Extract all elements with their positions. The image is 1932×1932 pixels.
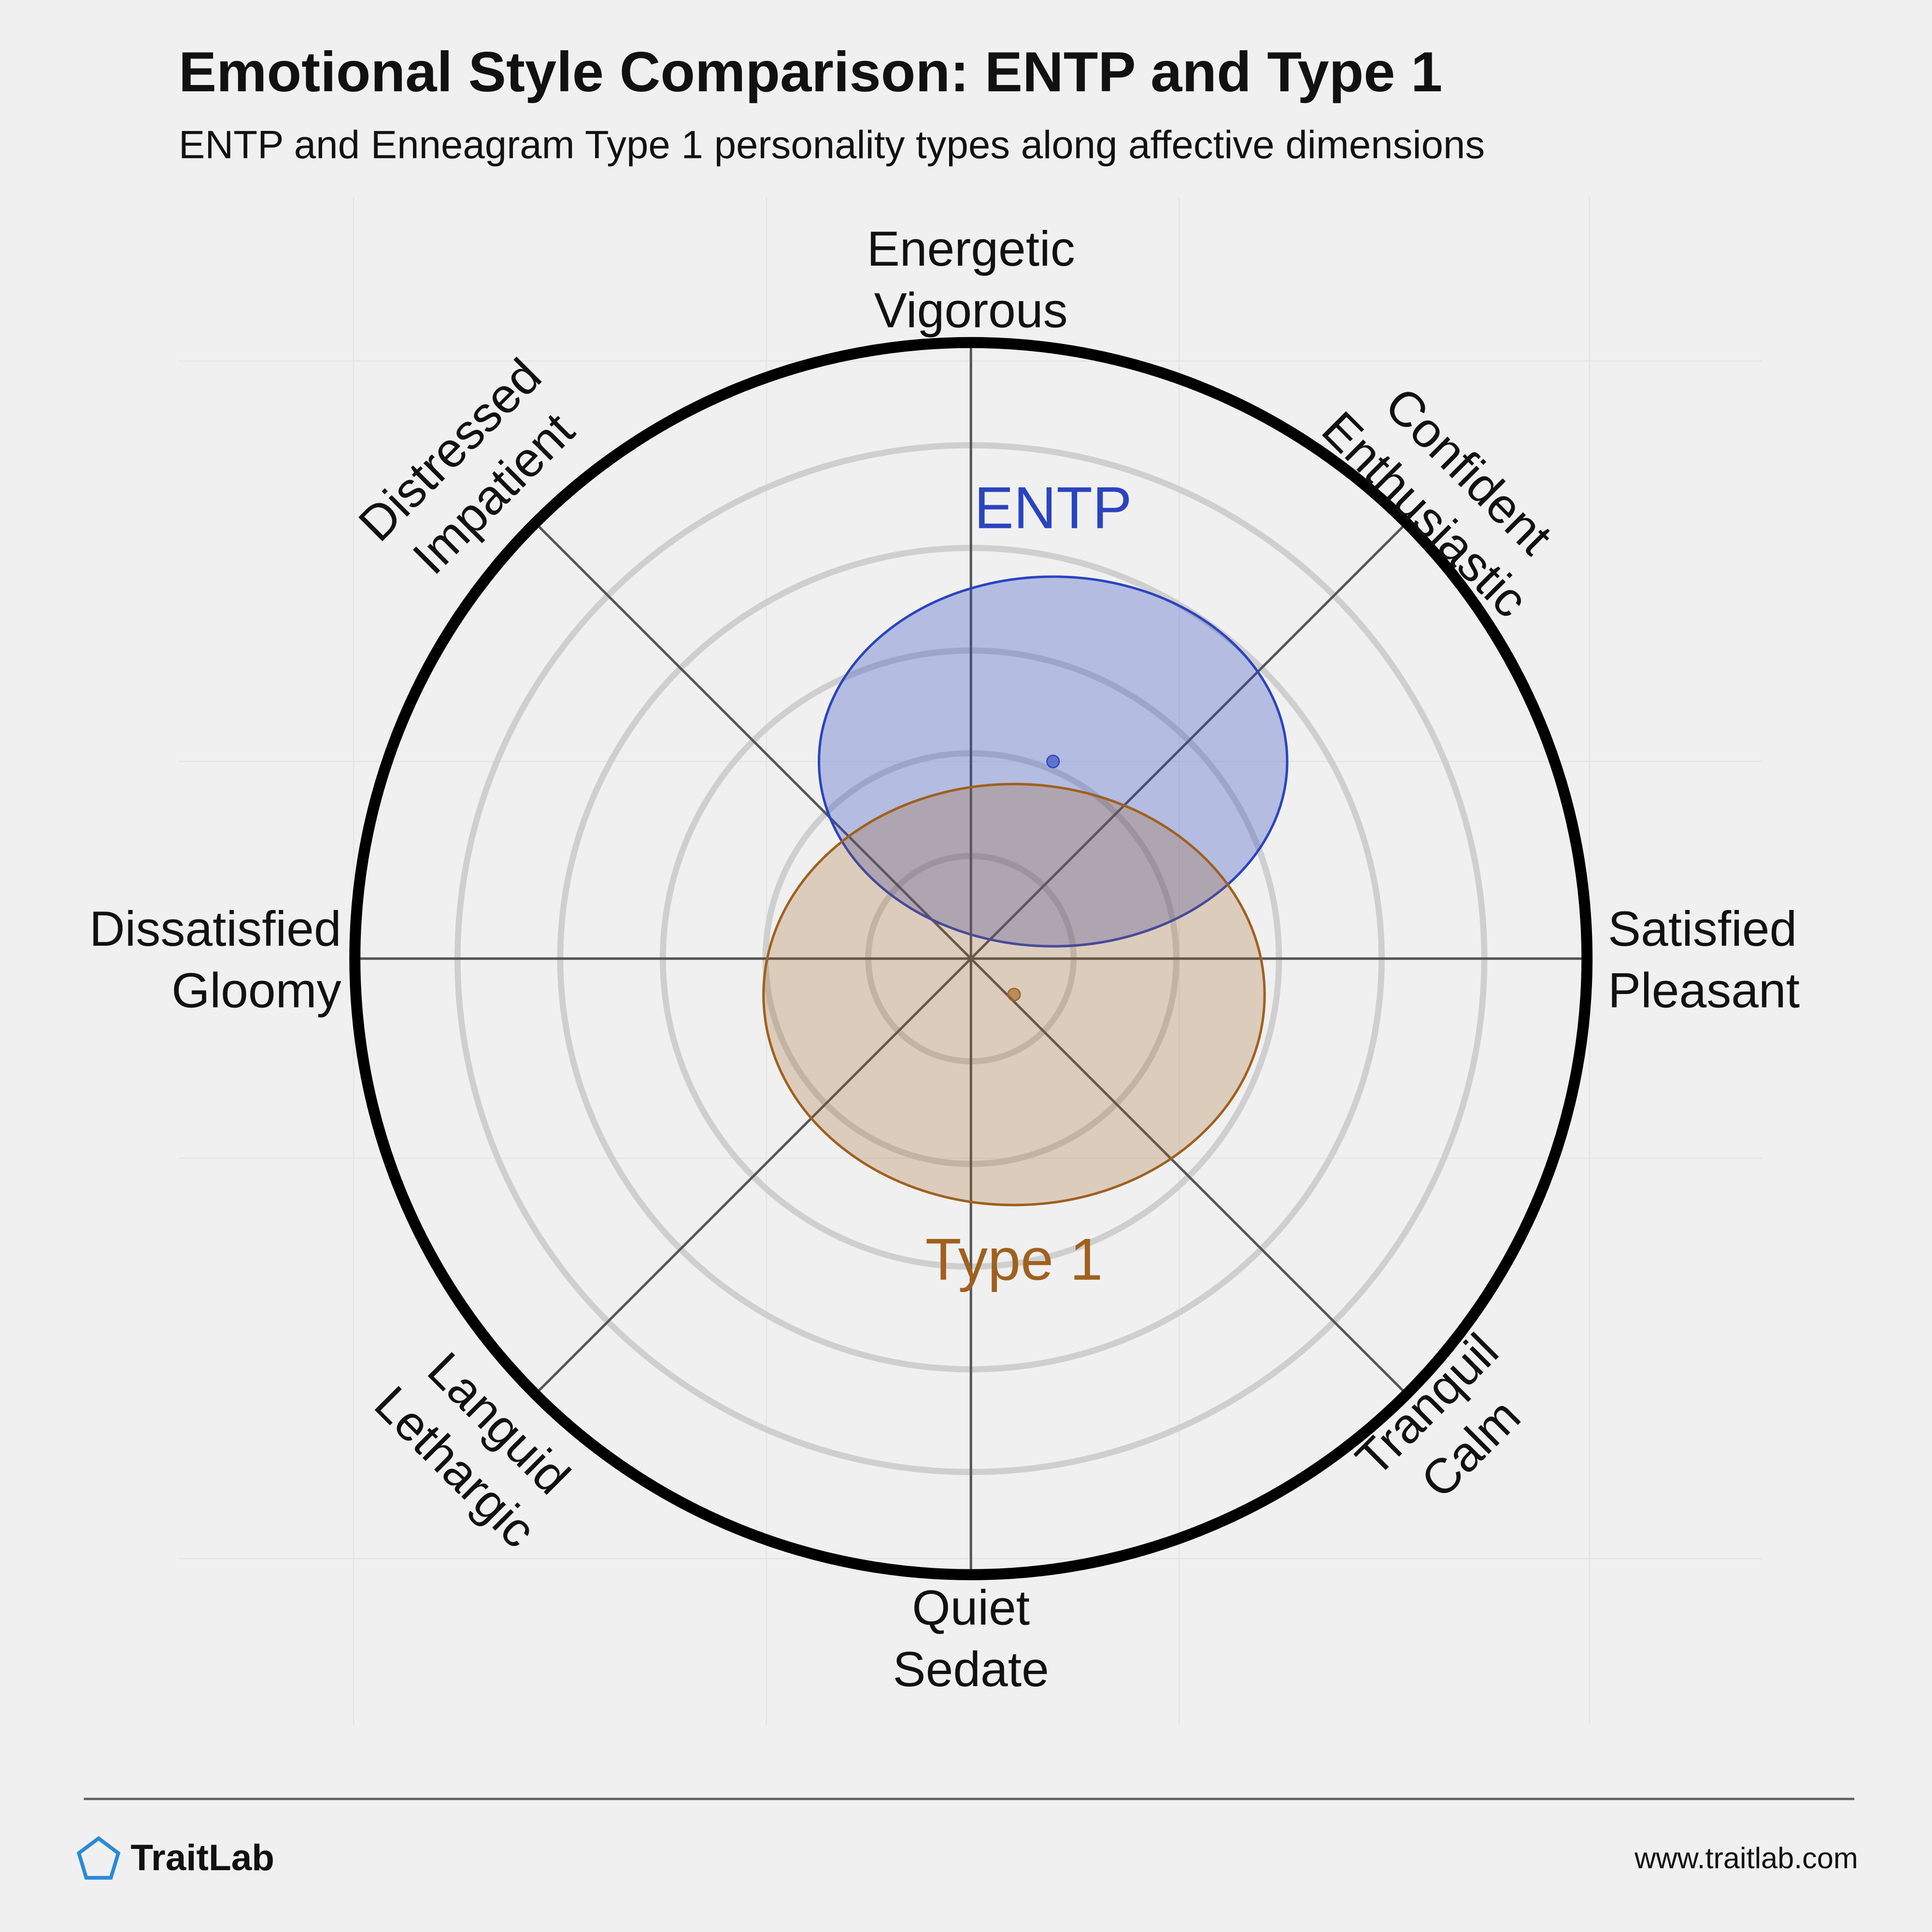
series-label: ENTP — [974, 475, 1132, 541]
axis-spoke — [534, 522, 972, 960]
dimension-label-line: Satisfied — [1608, 901, 1797, 956]
center-dot — [1046, 754, 1060, 768]
axis-spoke — [970, 957, 1407, 1395]
outer-ring — [349, 337, 1593, 1580]
dimension-label: Dissatisfied Gloomy — [89, 901, 341, 1018]
dimension-label-line: Gloomy — [171, 963, 341, 1018]
dimension-label-line: Pleasant — [1608, 963, 1800, 1018]
center-dot — [1007, 988, 1021, 1002]
chart-subtitle: ENTP and Enneagram Type 1 personality ty… — [179, 123, 1485, 167]
logo-icon — [76, 1836, 121, 1880]
dimension-label-line: Sedate — [893, 1642, 1049, 1697]
dimension-label-line: Quiet — [912, 1580, 1030, 1635]
series-label: Type 1 — [925, 1226, 1103, 1293]
dimension-label: Satisfied Pleasant — [1608, 901, 1800, 1018]
dimension-label: Energetic Vigorous — [867, 221, 1075, 338]
url: www.traitlab.com — [1634, 1842, 1858, 1875]
dimension-label-line: Vigorous — [874, 283, 1068, 338]
axis-spoke — [534, 957, 972, 1395]
brand: TraitLab — [130, 1837, 274, 1878]
axis-spoke — [970, 522, 1407, 960]
dimension-label-line: Dissatisfied — [89, 901, 341, 956]
chart-title: Emotional Style Comparison: ENTP and Typ… — [179, 40, 1442, 103]
dimension-label: Quiet Sedate — [893, 1580, 1049, 1697]
dimension-label-line: Energetic — [867, 221, 1075, 276]
